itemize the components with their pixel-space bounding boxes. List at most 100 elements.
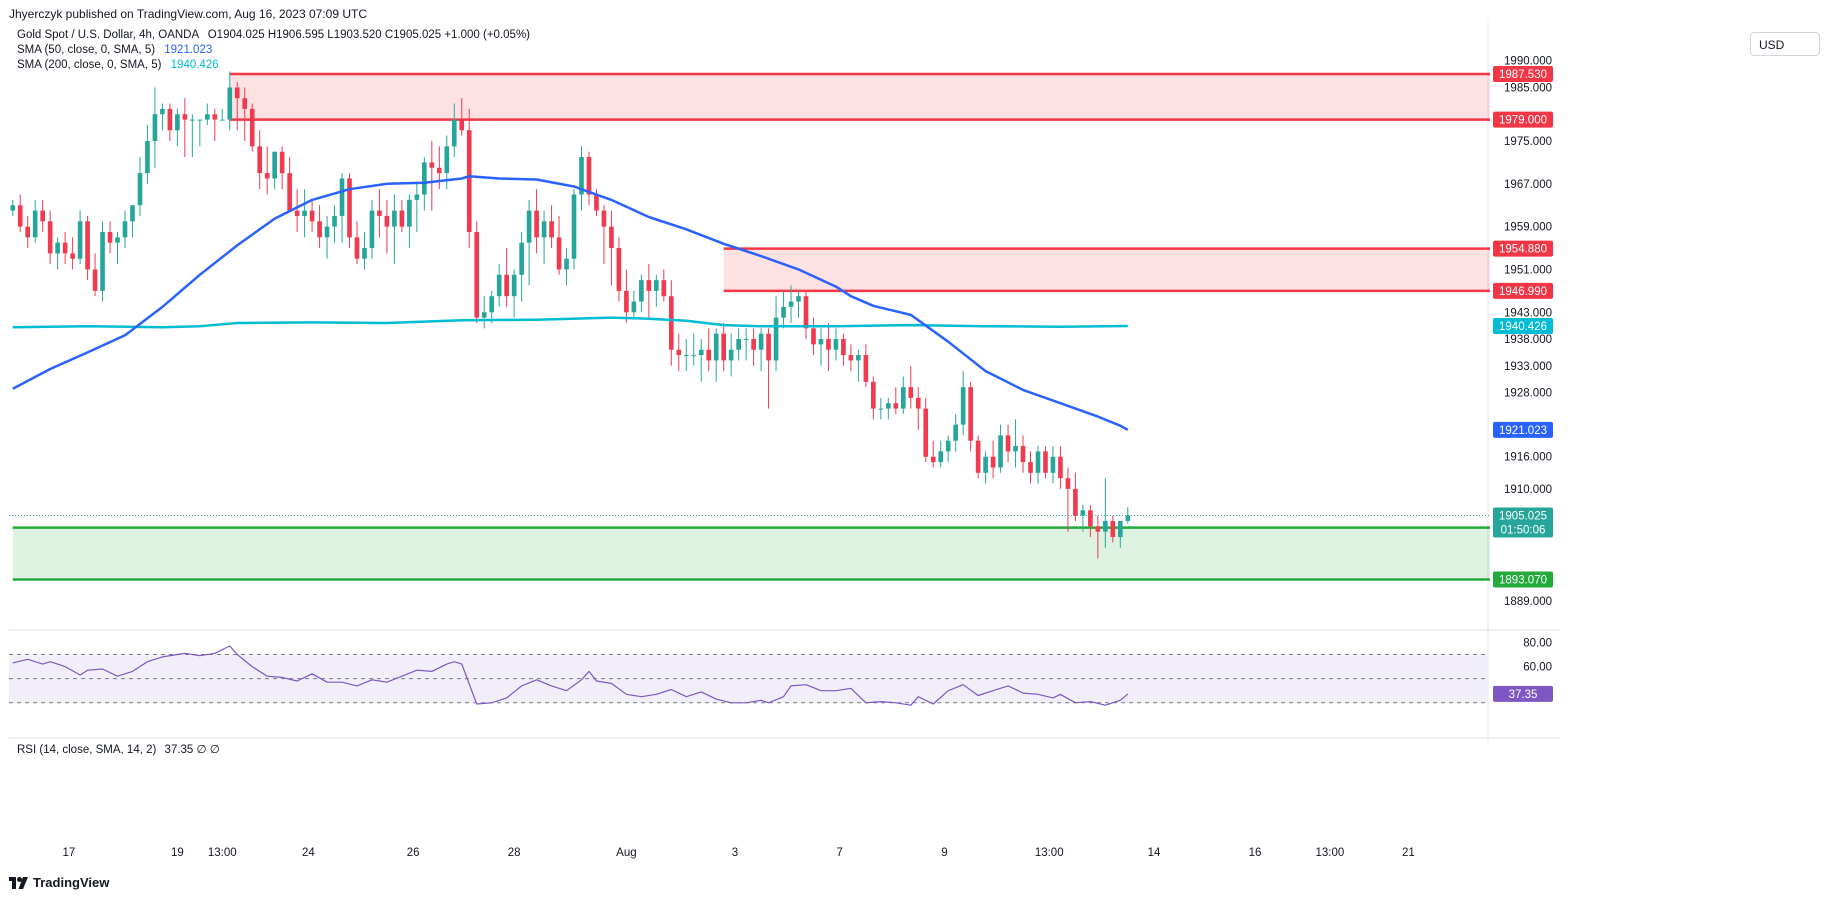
candle (47, 210, 53, 265)
candle (639, 274, 644, 313)
candle-body (130, 205, 135, 222)
candle (459, 98, 465, 136)
candle (983, 451, 988, 484)
candle (10, 199, 16, 216)
candle-body (17, 205, 23, 227)
rsi-legend-value: 37.35 ∅ ∅ (164, 744, 220, 756)
candle-body (100, 231, 105, 291)
tradingview-logo[interactable]: TradingView (9, 875, 109, 890)
rsi-tick-label: 60.00 (1523, 662, 1552, 674)
candle-body (1035, 451, 1041, 473)
time-tick-label: 13:00 (1035, 847, 1064, 859)
candle (796, 290, 801, 318)
candle (953, 413, 958, 452)
candle-body (1088, 510, 1093, 527)
candle-body (444, 146, 450, 174)
candle (556, 215, 562, 275)
sma50-price-label: 1921.023 (1493, 421, 1553, 438)
candle-body (399, 210, 405, 227)
candle-body (1065, 478, 1071, 489)
sma50-legend-value: 1921.023 (164, 44, 213, 56)
candle (1035, 446, 1041, 484)
candle (1028, 451, 1033, 484)
candle (504, 248, 509, 307)
candle-body (32, 210, 38, 238)
candle-body (436, 167, 442, 174)
candle-body (219, 119, 225, 121)
time-tick-label: 13:00 (208, 847, 237, 859)
time-tick-label: 24 (302, 847, 315, 859)
candle (407, 194, 412, 249)
candle (863, 344, 869, 388)
candle-body (848, 355, 854, 361)
candle (279, 146, 285, 190)
time-tick-label: 17 (62, 847, 75, 859)
publish-line: Jhyerczyk published on TradingView.com, … (9, 7, 367, 21)
candle-body (152, 114, 158, 142)
candle (893, 387, 899, 414)
candle (362, 231, 367, 270)
candle-body (62, 242, 68, 254)
price-tick-label: 1951.000 (1504, 264, 1552, 276)
candle-body (773, 317, 779, 361)
candle-body (489, 296, 495, 313)
time-tick-label: 13:00 (1315, 847, 1344, 859)
candle (818, 328, 824, 366)
candle-body (975, 440, 981, 473)
candle-body (526, 210, 532, 243)
candle-body (85, 221, 90, 270)
candle (571, 189, 577, 270)
candle-body (743, 339, 749, 341)
candle-body (1103, 520, 1108, 532)
candle-body (175, 114, 180, 131)
candle (1073, 472, 1078, 521)
candle (324, 215, 330, 259)
sma200-legend-label: SMA (200, close, 0, SMA, 5) (17, 59, 162, 71)
candle (923, 397, 929, 463)
sma50-legend: SMA (50, close, 0, SMA, 5) 1921.023 (17, 44, 212, 56)
candle-body (309, 210, 315, 222)
candle-body (504, 274, 509, 297)
candle (309, 199, 315, 232)
candle (975, 435, 981, 479)
support-bottom-price-label-bg (1493, 571, 1553, 588)
candle (197, 119, 203, 147)
candle-body (609, 226, 614, 249)
candle-body (1080, 510, 1086, 516)
candle-body (422, 162, 427, 195)
symbol-legend: Gold Spot / U.S. Dollar, 4h, OANDA O1904… (17, 29, 530, 41)
candle (317, 205, 322, 249)
resistance-lower-top-price-label-bg (1493, 240, 1553, 257)
candle-body (317, 221, 322, 238)
candle-body (242, 98, 248, 109)
currency-button[interactable]: USD (1750, 32, 1820, 56)
candle-body (766, 333, 771, 361)
candle-body (414, 194, 420, 200)
time-tick-label: 9 (941, 847, 947, 859)
candle-body (25, 226, 31, 238)
candle (549, 205, 554, 249)
candle-body (691, 355, 697, 357)
candle (743, 328, 749, 361)
price-tick-label: 1889.000 (1504, 596, 1552, 608)
candle-body (1005, 435, 1011, 452)
candle (713, 328, 719, 382)
candle (1013, 419, 1018, 468)
candle (878, 397, 884, 420)
candle-body (654, 280, 659, 291)
candle-body (736, 339, 741, 350)
resistance-lower-top-price-label-text: 1954.880 (1499, 244, 1547, 256)
candle (227, 71, 233, 131)
candle-body (781, 306, 786, 318)
candle (1080, 504, 1086, 532)
bar-countdown-label: 01:50:06 (1493, 521, 1553, 538)
candle-body (601, 210, 607, 227)
candle (1020, 435, 1026, 473)
candle (451, 103, 457, 158)
candle (130, 205, 135, 238)
candle-body (534, 210, 539, 238)
candle-body (579, 157, 584, 195)
rsi-legend: RSI (14, close, SMA, 14, 2) 37.35 ∅ ∅ (17, 742, 220, 756)
candle-body (197, 119, 203, 121)
